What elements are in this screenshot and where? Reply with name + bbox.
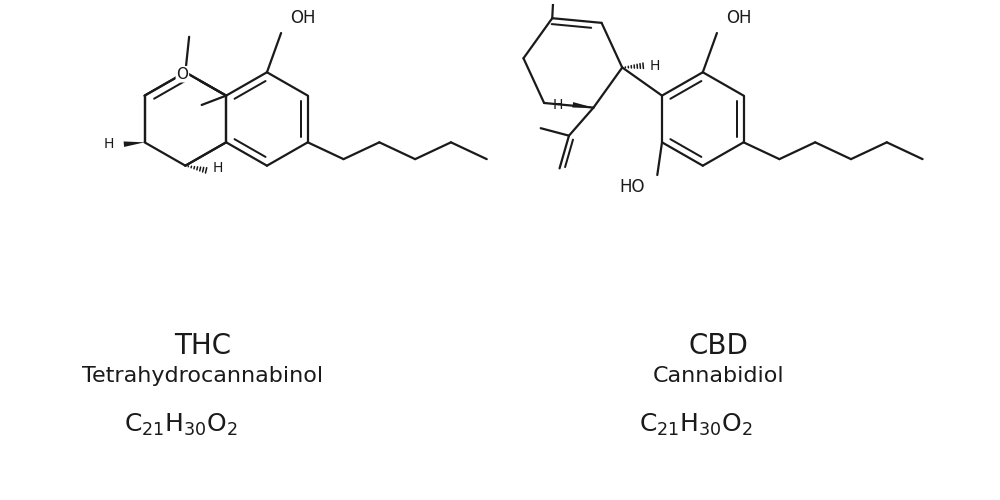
Polygon shape [572, 102, 593, 108]
Text: $\mathrm{C_{21}H_{30}O_2}$: $\mathrm{C_{21}H_{30}O_2}$ [124, 412, 238, 438]
Text: Cannabidiol: Cannabidiol [652, 366, 784, 386]
Text: OH: OH [726, 9, 751, 27]
Text: H: H [650, 58, 660, 72]
Text: $\mathrm{C_{21}H_{30}O_2}$: $\mathrm{C_{21}H_{30}O_2}$ [639, 412, 753, 438]
Text: Tetrahydrocannabinol: Tetrahydrocannabinol [82, 366, 323, 386]
Polygon shape [124, 142, 145, 147]
Text: OH: OH [290, 9, 316, 27]
Text: HO: HO [619, 178, 644, 196]
Text: CBD: CBD [688, 332, 748, 360]
Text: O: O [176, 66, 188, 82]
Text: H: H [213, 162, 223, 175]
Text: H: H [553, 98, 563, 112]
Text: THC: THC [174, 332, 231, 360]
Text: H: H [104, 137, 114, 151]
